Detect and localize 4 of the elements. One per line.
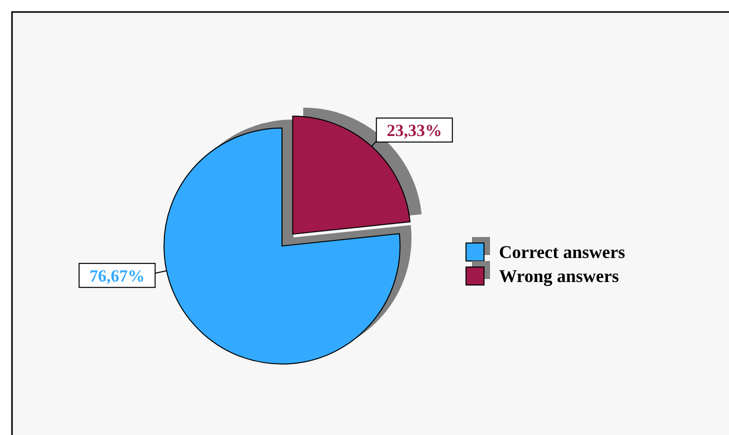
legend-label: Wrong answers <box>499 266 619 286</box>
data-label: 23,33% <box>386 121 442 140</box>
data-label: 76,67% <box>90 266 145 286</box>
legend-label: Correct answers <box>499 242 626 262</box>
